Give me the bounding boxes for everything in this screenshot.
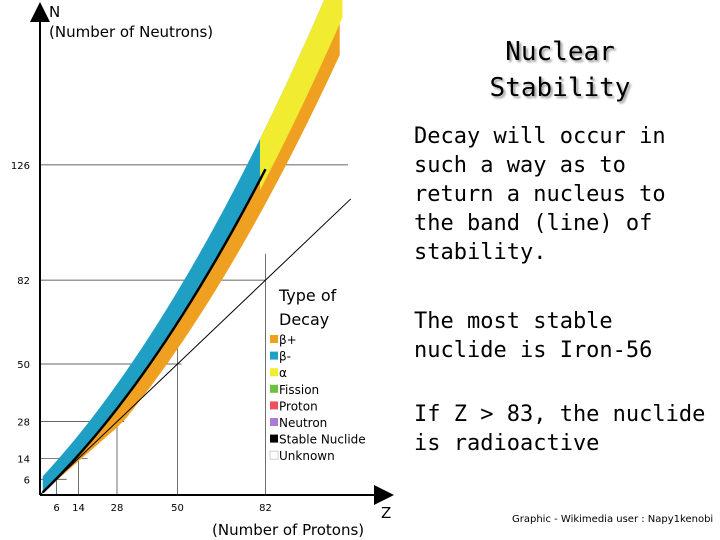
y-tick-labels: 6 14 28 50 82 126 — [11, 161, 30, 486]
y-tick-label: 28 — [17, 418, 30, 429]
legend-swatch — [270, 351, 278, 360]
legend-swatch — [270, 335, 278, 343]
legend-swatch — [270, 434, 278, 443]
alpha-region — [260, 0, 343, 191]
paragraph-iron: The most stable nuclide is Iron-56 — [414, 309, 653, 363]
y-tick-label: 6 — [24, 475, 30, 486]
paragraph-radioactive: If Z > 83, the nuclide is radioactive — [414, 402, 706, 456]
x-tick-label: 50 — [171, 503, 184, 514]
legend-swatch — [270, 384, 278, 393]
y-tick-label: 82 — [17, 276, 30, 287]
legend-swatch — [269, 450, 279, 460]
x-tick-label: 28 — [111, 503, 124, 514]
stability-band — [41, 0, 343, 494]
x-tick-label: 14 — [72, 503, 85, 514]
x-axis-label: (Number of Protons) — [212, 521, 364, 539]
y-tick-label: 50 — [17, 360, 30, 371]
y-tick-label: 14 — [17, 454, 30, 465]
image-credit: Graphic - Wikimedia user : Napy1kenobi — [512, 514, 714, 525]
legend-label: Unknown — [279, 449, 335, 463]
legend-swatch — [270, 401, 278, 410]
legend-label: β- — [279, 350, 291, 364]
y-tick-label: 126 — [11, 161, 30, 172]
legend-label: Proton — [279, 399, 318, 413]
x-tick-label: 82 — [259, 503, 272, 514]
stable-nuclides — [41, 168, 267, 494]
legend-label: β+ — [279, 333, 297, 347]
slide-title-line1: Nuclear — [505, 37, 615, 67]
y-axis-letter: N — [49, 3, 60, 21]
y-axis-label: (Number of Neutrons) — [49, 23, 213, 41]
nuclide-chart: N (Number of Neutrons) Z (Number of Prot… — [11, 0, 394, 539]
x-tick-label: 6 — [53, 503, 59, 514]
x-tick-labels: 6 14 28 50 82 — [53, 503, 272, 514]
legend: Type of Decay β+ β-α Fission Proton Neutron S… — [269, 286, 366, 463]
legend-label: α — [279, 366, 287, 380]
legend-label: Fission — [279, 383, 319, 397]
legend-swatch — [270, 368, 278, 377]
slide-title-line2: Stability — [489, 73, 631, 103]
legend-title-line1: Type of — [278, 286, 337, 305]
legend-label: Stable Nuclide — [279, 433, 366, 447]
legend-title-line2: Decay — [279, 310, 329, 329]
legend-swatch — [270, 418, 278, 426]
n-equals-z-line — [39, 198, 352, 496]
legend-label: Neutron — [279, 416, 327, 430]
x-axis-letter: Z — [381, 504, 391, 522]
paragraph-decay: Decay will occur in such a way as to ret… — [414, 124, 666, 265]
